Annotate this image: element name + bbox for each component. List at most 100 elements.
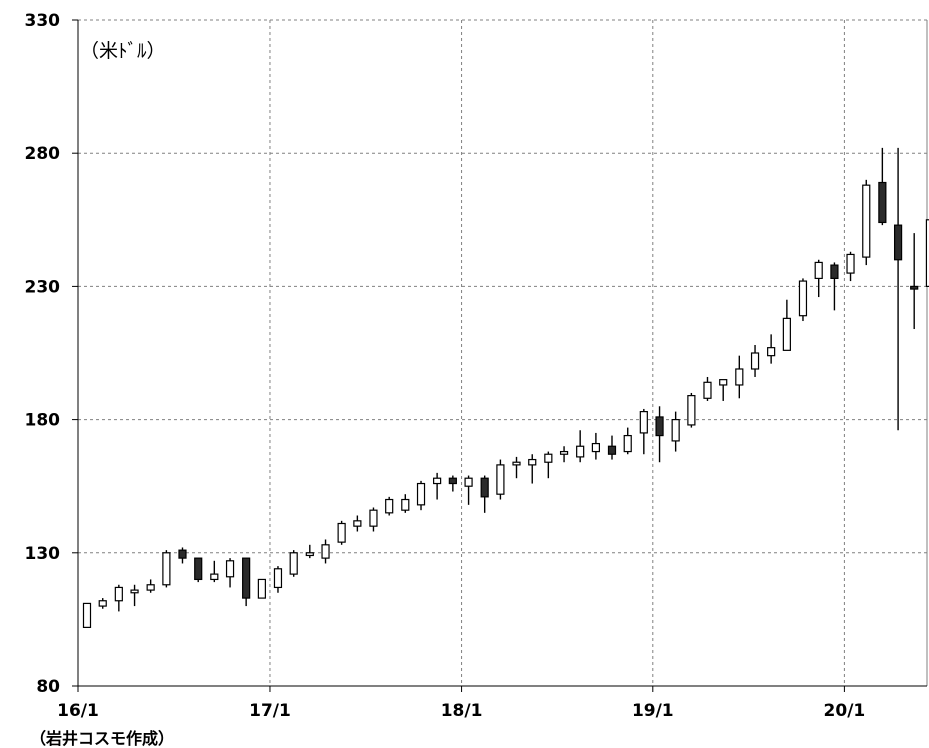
candle xyxy=(242,557,251,607)
candle xyxy=(273,566,283,593)
candle xyxy=(210,560,219,583)
candle xyxy=(862,179,871,266)
candle xyxy=(178,547,187,564)
candle-body-up xyxy=(464,477,473,487)
candle xyxy=(544,451,553,479)
candle xyxy=(910,233,919,330)
candle-body-down xyxy=(607,445,617,455)
candle-body-up xyxy=(559,450,569,455)
candle-body-up xyxy=(433,477,442,485)
candle-body-up xyxy=(496,464,505,495)
candle-body-up xyxy=(385,498,394,514)
candle-body-up xyxy=(257,578,266,599)
x-tick-label: 18/1 xyxy=(441,701,483,721)
candle-body-down xyxy=(194,557,203,581)
candle-body-up xyxy=(512,461,521,466)
y-tick-label: 280 xyxy=(25,144,61,164)
candle-body-up xyxy=(925,219,929,288)
candle xyxy=(846,251,855,282)
candle-body-up xyxy=(321,544,330,559)
y-unit-label: （米ﾄﾞﾙ） xyxy=(80,40,166,62)
candle-body-down xyxy=(448,477,457,485)
candle xyxy=(782,299,791,351)
candle-body-up xyxy=(687,395,696,426)
candle-body-down xyxy=(893,224,903,261)
candle-body-up xyxy=(735,368,744,386)
candle-body-down xyxy=(878,181,887,224)
candle xyxy=(369,507,378,532)
candle xyxy=(512,456,521,479)
candle xyxy=(480,475,489,513)
candle-body-up xyxy=(703,381,712,399)
candle xyxy=(82,602,92,628)
candle xyxy=(767,334,776,364)
candle-body-up xyxy=(114,586,123,602)
candle-body-down xyxy=(910,285,919,290)
candle-body-up xyxy=(337,522,346,543)
y-tick-label: 180 xyxy=(25,411,61,431)
candle-body-down xyxy=(242,557,251,599)
candle xyxy=(798,278,808,322)
candle xyxy=(321,539,330,564)
candle xyxy=(225,558,235,588)
candle xyxy=(337,520,346,545)
candle-body-up xyxy=(210,573,219,581)
y-tick-label: 130 xyxy=(25,544,61,564)
candle-body-down xyxy=(178,549,187,559)
candle xyxy=(925,219,929,288)
candle-body-up xyxy=(750,352,760,370)
candle xyxy=(146,579,155,593)
x-tick-label: 19/1 xyxy=(632,701,674,721)
candle-body-up xyxy=(225,560,235,578)
candle-body-up xyxy=(528,458,537,466)
candle xyxy=(814,259,823,298)
candle-body-up xyxy=(591,442,600,453)
candle-body-up xyxy=(671,419,680,442)
candle-body-up xyxy=(782,317,791,351)
candle-body-up xyxy=(401,498,410,511)
candle-body-up xyxy=(353,520,362,527)
candle-body-up xyxy=(767,347,776,357)
candle-body-up xyxy=(416,482,426,506)
candle xyxy=(830,262,839,311)
x-tick-label: 16/1 xyxy=(57,701,99,721)
candle-body-up xyxy=(162,552,171,586)
candle xyxy=(162,550,171,588)
candle-layer xyxy=(82,147,929,628)
y-tick-label: 330 xyxy=(25,11,61,31)
candle-body-up xyxy=(289,552,298,575)
source-note: （岩井コスモ作成） xyxy=(30,729,174,748)
candle-body-up xyxy=(82,602,92,628)
candle xyxy=(98,598,107,609)
x-tick-label: 17/1 xyxy=(249,701,291,721)
candle xyxy=(385,496,394,516)
candle xyxy=(750,345,760,377)
candle-body-up xyxy=(814,261,823,280)
candle xyxy=(130,584,139,607)
candle-body-down xyxy=(830,264,839,280)
candle xyxy=(433,472,442,500)
candle xyxy=(623,427,632,455)
candle-body-up xyxy=(846,253,855,274)
candle-body-up xyxy=(798,280,808,317)
candle xyxy=(735,355,744,399)
candle xyxy=(893,147,903,431)
candle-body-up xyxy=(369,509,378,527)
candle-body-up xyxy=(544,453,553,463)
candle xyxy=(655,406,664,463)
candle xyxy=(257,578,266,599)
grid-layer xyxy=(78,19,928,686)
candle xyxy=(703,376,712,401)
candle xyxy=(401,494,410,513)
candle xyxy=(687,392,696,428)
candle xyxy=(464,475,473,505)
candle xyxy=(114,584,123,612)
candle xyxy=(607,435,617,460)
axis-layer: 330 280 230 180 130 80 16/1 17/1 18/1 19/1 20/1 xyxy=(25,11,927,721)
candle xyxy=(639,408,648,455)
candle-body-up xyxy=(273,568,283,589)
candle-body-up xyxy=(146,584,155,591)
candle-body-up xyxy=(719,379,728,386)
